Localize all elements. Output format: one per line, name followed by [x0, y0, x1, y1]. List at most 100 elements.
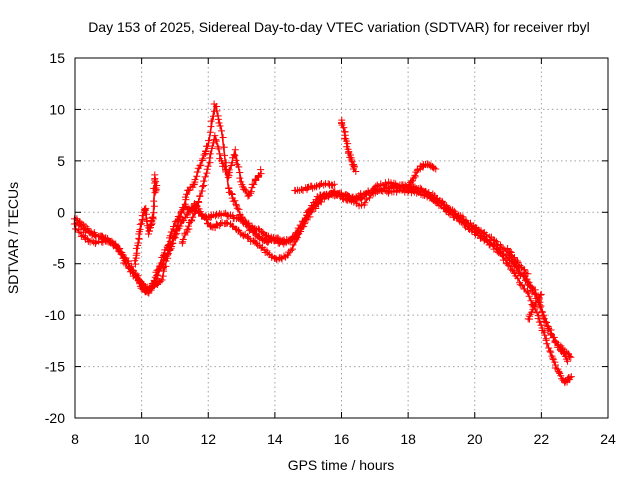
y-tick-label: 15	[49, 50, 65, 66]
data-point-marker	[166, 246, 174, 254]
data-point-marker	[527, 297, 535, 305]
data-point-marker	[196, 192, 204, 200]
data-point-marker	[136, 220, 144, 228]
data-point-marker	[129, 268, 137, 276]
data-point-marker	[263, 231, 271, 239]
x-tick-label: 14	[267, 431, 283, 447]
data-point-marker	[289, 241, 297, 249]
data-point-marker	[138, 220, 146, 228]
data-point-marker	[145, 285, 153, 293]
data-point-marker	[193, 172, 201, 180]
data-point-marker	[529, 303, 537, 311]
data-point-marker	[456, 215, 464, 223]
data-series	[70, 100, 575, 387]
series-track-9	[504, 244, 532, 278]
data-point-marker	[194, 198, 202, 206]
data-point-marker	[362, 195, 370, 203]
data-point-marker	[525, 278, 533, 286]
data-point-marker	[149, 213, 157, 221]
data-point-marker	[423, 190, 431, 198]
data-point-marker	[300, 222, 308, 230]
data-point-marker	[433, 198, 441, 206]
data-point-marker	[432, 165, 440, 173]
data-point-marker	[197, 161, 205, 169]
data-point-marker	[225, 213, 233, 221]
data-point-marker	[231, 152, 239, 160]
data-point-marker	[230, 151, 238, 159]
y-tick-label: 5	[57, 153, 65, 169]
data-point-marker	[335, 190, 343, 198]
data-point-marker	[168, 234, 176, 242]
data-point-marker	[555, 368, 563, 376]
data-point-marker	[129, 272, 137, 280]
data-point-marker	[183, 190, 191, 198]
data-point-marker	[138, 212, 146, 220]
x-tick-label: 24	[600, 431, 616, 447]
data-point-marker	[543, 340, 551, 348]
data-point-marker	[493, 244, 501, 252]
x-tick-label: 8	[71, 431, 79, 447]
data-point-marker	[485, 241, 493, 249]
series-track-6	[291, 180, 338, 195]
data-point-marker	[225, 166, 233, 174]
data-point-marker	[199, 155, 207, 163]
data-point-marker	[557, 372, 565, 380]
data-point-marker	[150, 197, 158, 205]
data-point-marker	[549, 334, 557, 342]
x-tick-label: 20	[467, 431, 483, 447]
data-point-marker	[176, 212, 184, 220]
data-point-marker	[543, 318, 551, 326]
data-point-marker	[204, 142, 212, 150]
data-point-marker	[151, 189, 159, 197]
y-tick-label: 0	[57, 204, 65, 220]
data-point-marker	[176, 213, 184, 221]
data-point-marker	[502, 254, 510, 262]
data-point-marker	[84, 237, 92, 245]
x-axis-ticks: 8 10 12 14 16 18 20 22 24	[71, 58, 616, 447]
data-point-marker	[361, 199, 369, 207]
data-point-marker	[212, 220, 220, 228]
data-point-marker	[220, 143, 228, 151]
data-point-marker	[236, 174, 244, 182]
data-point-marker	[352, 168, 360, 176]
data-point-marker	[108, 239, 116, 247]
data-point-marker	[219, 133, 227, 141]
data-point-marker	[214, 115, 222, 123]
data-point-marker	[152, 178, 160, 186]
data-point-marker	[132, 260, 140, 268]
chart-title: Day 153 of 2025, Sidereal Day-to-day VTE…	[88, 19, 590, 35]
data-point-marker	[247, 189, 255, 197]
data-point-marker	[211, 132, 219, 140]
data-point-marker	[324, 180, 332, 188]
y-tick-label: 10	[49, 101, 65, 117]
data-point-marker	[224, 170, 232, 178]
y-tick-label: -5	[53, 256, 66, 272]
data-point-marker	[208, 144, 216, 152]
data-point-marker	[191, 176, 199, 184]
data-point-marker	[547, 348, 555, 356]
data-point-marker	[324, 193, 332, 201]
data-point-marker	[235, 163, 243, 171]
data-point-marker	[157, 259, 165, 267]
data-point-marker	[151, 273, 159, 281]
series-track-5	[178, 132, 265, 247]
data-point-marker	[567, 353, 575, 361]
data-point-marker	[225, 185, 233, 193]
data-point-marker	[72, 225, 80, 233]
data-point-marker	[257, 166, 265, 174]
data-point-marker	[152, 187, 160, 195]
data-point-marker	[537, 290, 545, 298]
data-point-marker	[151, 176, 159, 184]
data-point-marker	[535, 297, 543, 305]
data-point-marker	[122, 260, 130, 268]
data-point-marker	[200, 177, 208, 185]
data-point-marker	[500, 250, 508, 258]
data-point-marker	[125, 264, 133, 272]
data-point-marker	[294, 229, 302, 237]
data-point-marker	[222, 159, 230, 167]
data-point-marker	[340, 124, 348, 132]
data-point-marker	[482, 235, 490, 243]
data-point-marker	[441, 204, 449, 212]
data-point-marker	[231, 197, 239, 205]
